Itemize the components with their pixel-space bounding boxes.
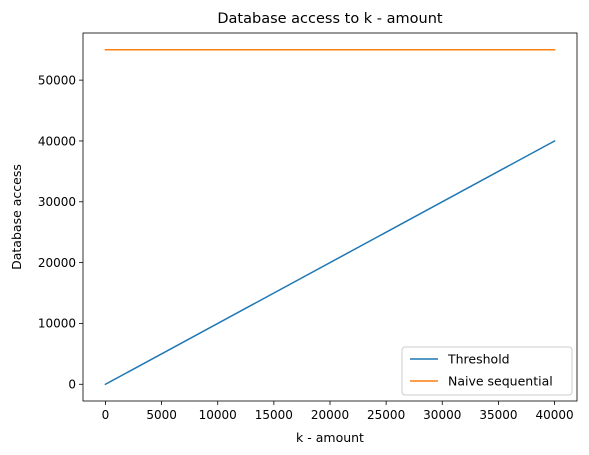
x-tick-label: 35000 — [479, 408, 517, 422]
x-tick-label: 25000 — [367, 408, 405, 422]
legend: Threshold Naive sequential — [401, 346, 573, 396]
legend-box — [401, 346, 573, 396]
y-tick-label: 40000 — [38, 134, 76, 148]
series-line-1 — [104, 139, 556, 386]
x-axis-ticks: 0 5000 10000 15000 20000 25000 30000 35000 40000 — [102, 401, 574, 422]
x-tick-label: 5000 — [146, 408, 177, 422]
series-layer — [104, 48, 556, 386]
plot-area-frame — [82, 32, 578, 402]
y-tick-label: 10000 — [38, 317, 76, 331]
legend-label-1: Threshold — [447, 352, 510, 367]
x-tick-label: 20000 — [311, 408, 349, 422]
x-tick-label: 30000 — [423, 408, 461, 422]
y-tick-label: 0 — [68, 378, 76, 392]
y-tick-label: 30000 — [38, 195, 76, 209]
x-tick-label: 0 — [102, 408, 110, 422]
y-axis-title: Database access — [9, 164, 24, 270]
chart-title: Database access to k - amount — [217, 11, 443, 27]
legend-label-2: Naive sequential — [448, 374, 553, 389]
y-tick-label: 20000 — [38, 256, 76, 270]
y-axis-ticks: 0 10000 20000 30000 40000 50000 — [38, 73, 83, 392]
x-tick-label: 10000 — [199, 408, 237, 422]
x-tick-label: 15000 — [255, 408, 293, 422]
y-tick-label: 50000 — [38, 73, 76, 87]
x-tick-label: 40000 — [535, 408, 573, 422]
x-axis-title: k - amount — [296, 430, 364, 445]
